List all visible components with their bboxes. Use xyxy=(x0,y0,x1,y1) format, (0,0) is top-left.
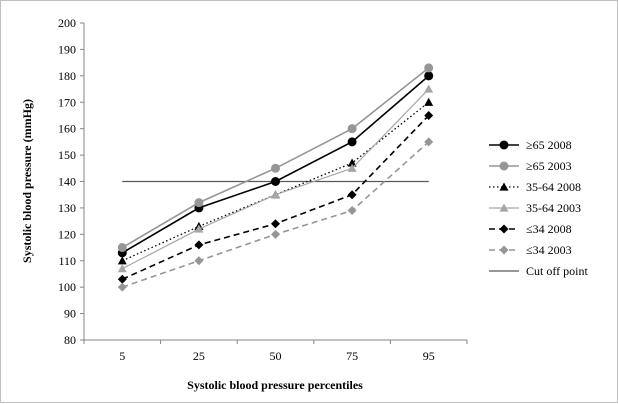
data-point xyxy=(117,243,127,253)
legend: ≥65 2008 ≥65 2003 35-64 2008 35-64 2003 ≤34 … xyxy=(489,138,588,278)
legend-label: 35-64 2008 xyxy=(526,180,581,194)
data-point xyxy=(194,224,204,233)
legend-label: 35-64 2003 xyxy=(526,201,581,215)
series-4 xyxy=(117,110,434,284)
legend-swatch-marker xyxy=(499,224,509,234)
data-point xyxy=(347,158,357,167)
x-tick-label: 25 xyxy=(193,349,205,363)
data-point xyxy=(424,110,434,120)
data-point xyxy=(424,137,434,147)
data-point xyxy=(271,190,280,199)
series-layer xyxy=(117,63,434,292)
y-tick-label: 200 xyxy=(58,16,76,30)
series-3 xyxy=(117,84,434,273)
legend-label: ≥65 2003 xyxy=(526,159,572,173)
series-line xyxy=(122,141,430,288)
x-tick-label: 50 xyxy=(270,349,282,363)
legend-label: ≥65 2008 xyxy=(526,138,572,152)
legend-swatch-marker xyxy=(499,182,509,191)
data-point xyxy=(424,71,434,81)
y-tick-label: 90 xyxy=(64,307,76,321)
y-tick-label: 170 xyxy=(58,95,76,109)
data-point xyxy=(271,177,280,186)
data-point xyxy=(347,190,357,200)
y-tick-label: 160 xyxy=(58,122,76,136)
x-tick-label: 75 xyxy=(346,349,358,363)
legend-swatch-marker xyxy=(499,203,509,212)
x-axis-title: Systolic blood pressure percentiles xyxy=(187,378,363,392)
data-point xyxy=(347,137,357,147)
data-point xyxy=(117,264,127,273)
data-point xyxy=(347,206,357,216)
legend-label: Cut off point xyxy=(526,264,588,278)
y-tick-label: 120 xyxy=(58,227,76,241)
legend-label: ≤34 2003 xyxy=(526,243,572,257)
y-axis-title: Systolic blood pressure (mmHg) xyxy=(20,99,34,263)
data-point xyxy=(424,97,434,106)
data-point xyxy=(194,240,204,250)
legend-swatch-marker xyxy=(499,140,509,150)
legend-swatch-marker xyxy=(499,161,509,171)
data-point xyxy=(117,282,127,292)
y-tick-label: 180 xyxy=(58,69,76,83)
data-point xyxy=(271,163,280,173)
y-tick-label: 190 xyxy=(58,42,76,56)
y-tick-label: 110 xyxy=(58,254,76,268)
legend-label: ≤34 2008 xyxy=(526,222,572,236)
y-tick-label: 80 xyxy=(64,333,76,347)
data-point xyxy=(194,198,204,208)
y-tick-label: 100 xyxy=(58,280,76,294)
data-point xyxy=(117,274,127,284)
data-point xyxy=(117,256,127,265)
y-tick-label: 150 xyxy=(58,148,76,162)
y-tick-labels: 80 90 100 110 120 130 140 150 160 170 180 190 200 xyxy=(58,16,76,347)
data-point xyxy=(271,219,280,229)
series-5 xyxy=(117,137,434,292)
x-tick-labels: 5 25 50 75 95 xyxy=(119,349,434,363)
series-1 xyxy=(117,63,434,253)
x-tick-label: 5 xyxy=(119,349,125,363)
data-point xyxy=(347,124,357,134)
data-point xyxy=(424,63,434,73)
legend-swatch-marker xyxy=(499,245,509,255)
data-point xyxy=(194,256,204,266)
axes xyxy=(80,22,468,344)
y-tick-label: 140 xyxy=(58,175,76,189)
data-point xyxy=(424,84,434,93)
y-tick-label: 130 xyxy=(58,201,76,215)
data-point xyxy=(271,229,280,239)
x-tick-label: 95 xyxy=(423,349,435,363)
data-point xyxy=(347,163,357,172)
series-0 xyxy=(117,71,434,258)
